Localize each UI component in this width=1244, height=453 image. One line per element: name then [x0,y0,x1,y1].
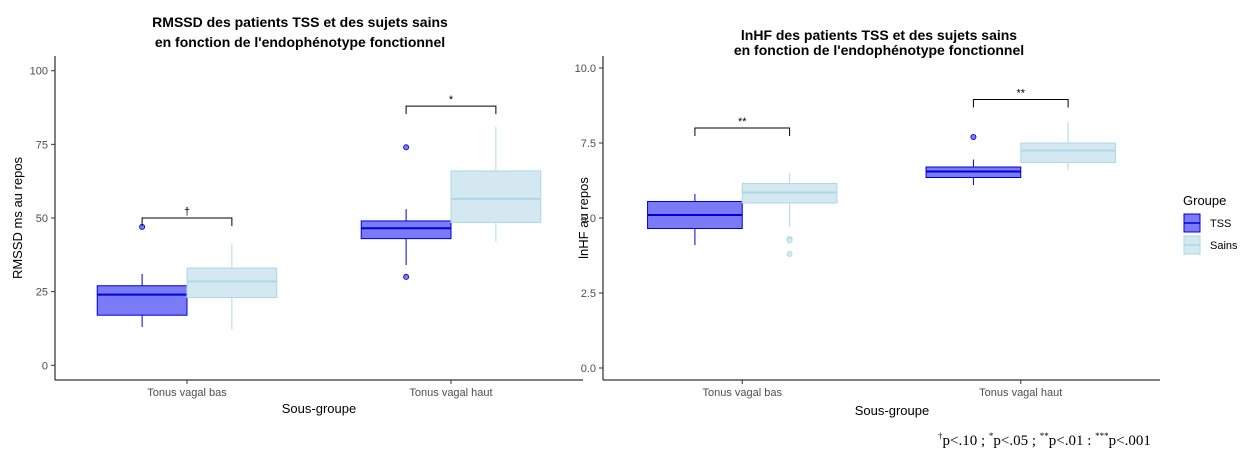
box-tss [360,220,452,240]
significance-label: † [184,206,190,218]
footnote-symbol: † [938,431,943,441]
chart-title: RMSSD des patients TSS et des sujets sai… [152,14,448,30]
significance-bracket [405,105,497,115]
x-axis-label: Sous-groupe [282,401,356,416]
x-tick-label: Tonus vagal bas [703,387,783,399]
y-tick-label: 25 [36,287,48,299]
y-tick-label: 7.5 [581,138,596,150]
x-tick-label: Tonus vagal haut [409,387,492,399]
legend-label-sains: Sains [1210,240,1238,252]
box-sains [1020,142,1116,163]
outlier-point [403,273,410,280]
y-tick-label: 0.0 [581,363,596,375]
chart-title: en fonction de l'endophénotype fonctionn… [734,42,1024,58]
box-tss [96,285,188,316]
x-tick-label: Tonus vagal bas [147,387,227,399]
y-tick-label: 10.0 [575,63,596,75]
footnote-symbol: ** [1039,431,1049,441]
box-sains [450,170,542,223]
outlier-point [786,250,793,257]
significance-bracket [972,99,1069,108]
significance-footnote: †p<.10 ; *p<.05 ; **p<.01 : ***p<.001 [938,431,1151,450]
significance-bracket [694,127,791,136]
significance-label: * [449,94,454,106]
y-tick-label: 5.0 [581,213,596,225]
legend-keys: TSS Sains [1183,213,1238,255]
legend: Groupe TSS Sains [1183,193,1238,255]
footnote-text: p<.05 ; [993,433,1040,449]
outlier-point [970,133,977,140]
significance-label: ** [1016,88,1025,100]
legend-label-tss: TSS [1210,218,1231,230]
y-tick-label: 2.5 [581,288,596,300]
box-sains [186,267,278,299]
outlier-point [403,144,410,151]
x-tick-label: Tonus vagal haut [979,387,1062,399]
legend-title: Groupe [1183,193,1226,208]
y-tick-label: 50 [36,213,48,225]
rmssd-boxplot: RMSSD des patients TSS et des sujets sai… [10,14,583,416]
footnote-text: p<.10 ; [942,433,989,449]
significance-label: ** [738,116,747,128]
y-tick-label: 0 [42,360,48,372]
x-axis-label: Sous-groupe [855,403,929,418]
y-axis-label: RMSSD ms au repos [10,156,25,279]
footnote-symbol: *** [1095,431,1109,441]
significance-bracket [141,217,233,226]
footnote-symbol: * [988,431,994,441]
y-axis-label: lnHF au repos [576,177,591,259]
footnote-text: p<.01 : [1048,433,1096,449]
footnote-text: p<.001 [1108,433,1151,449]
y-tick-label: 75 [36,139,48,151]
chart-title: lnHF des patients TSS et des sujets sain… [741,27,1017,43]
chart-title: en fonction de l'endophénotype fonctionn… [155,34,445,50]
y-tick-label: 100 [30,66,48,78]
outlier-point [786,237,793,244]
lnhf-boxplot: lnHF des patients TSS et des sujets sain… [575,27,1160,418]
